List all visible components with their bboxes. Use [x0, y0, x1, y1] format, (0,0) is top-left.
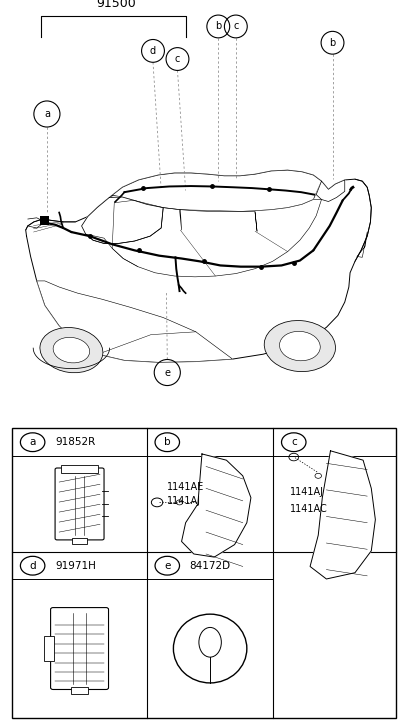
Bar [44, 636, 54, 661]
Text: b: b [164, 437, 171, 447]
Polygon shape [86, 199, 322, 277]
Ellipse shape [173, 614, 247, 683]
Text: d: d [29, 561, 36, 571]
Ellipse shape [199, 627, 222, 657]
Circle shape [176, 500, 183, 505]
Circle shape [315, 473, 322, 478]
Text: b: b [329, 38, 336, 48]
Bar [71, 687, 88, 694]
FancyBboxPatch shape [55, 468, 104, 540]
Bar [61, 465, 98, 473]
Polygon shape [310, 451, 375, 579]
Text: e: e [164, 561, 171, 571]
Ellipse shape [53, 337, 90, 363]
Polygon shape [26, 170, 371, 362]
Ellipse shape [264, 321, 335, 371]
Text: 91500: 91500 [96, 0, 136, 10]
Bar [40, 216, 49, 225]
Circle shape [151, 498, 163, 507]
Text: 91971H: 91971H [55, 561, 96, 571]
Text: d: d [150, 46, 156, 56]
Text: 1141AC: 1141AC [290, 504, 328, 514]
Ellipse shape [40, 328, 103, 373]
Text: 1141AJ: 1141AJ [290, 487, 324, 497]
Polygon shape [316, 180, 345, 201]
Text: 91852R: 91852R [55, 437, 95, 447]
Text: c: c [175, 54, 180, 64]
Text: 1141AJ: 1141AJ [167, 496, 201, 506]
Text: 84172D: 84172D [190, 561, 231, 571]
Text: c: c [291, 437, 297, 447]
FancyBboxPatch shape [51, 608, 109, 689]
Text: 1141AE: 1141AE [167, 482, 204, 491]
Ellipse shape [279, 332, 320, 361]
Text: b: b [215, 22, 222, 31]
Polygon shape [109, 170, 322, 212]
Polygon shape [37, 281, 233, 362]
Circle shape [289, 454, 299, 461]
Text: c: c [233, 22, 239, 31]
Text: a: a [29, 437, 36, 447]
Bar [72, 538, 87, 544]
Polygon shape [82, 197, 163, 244]
Text: e: e [164, 368, 170, 377]
Text: a: a [44, 109, 50, 119]
Polygon shape [182, 454, 251, 557]
